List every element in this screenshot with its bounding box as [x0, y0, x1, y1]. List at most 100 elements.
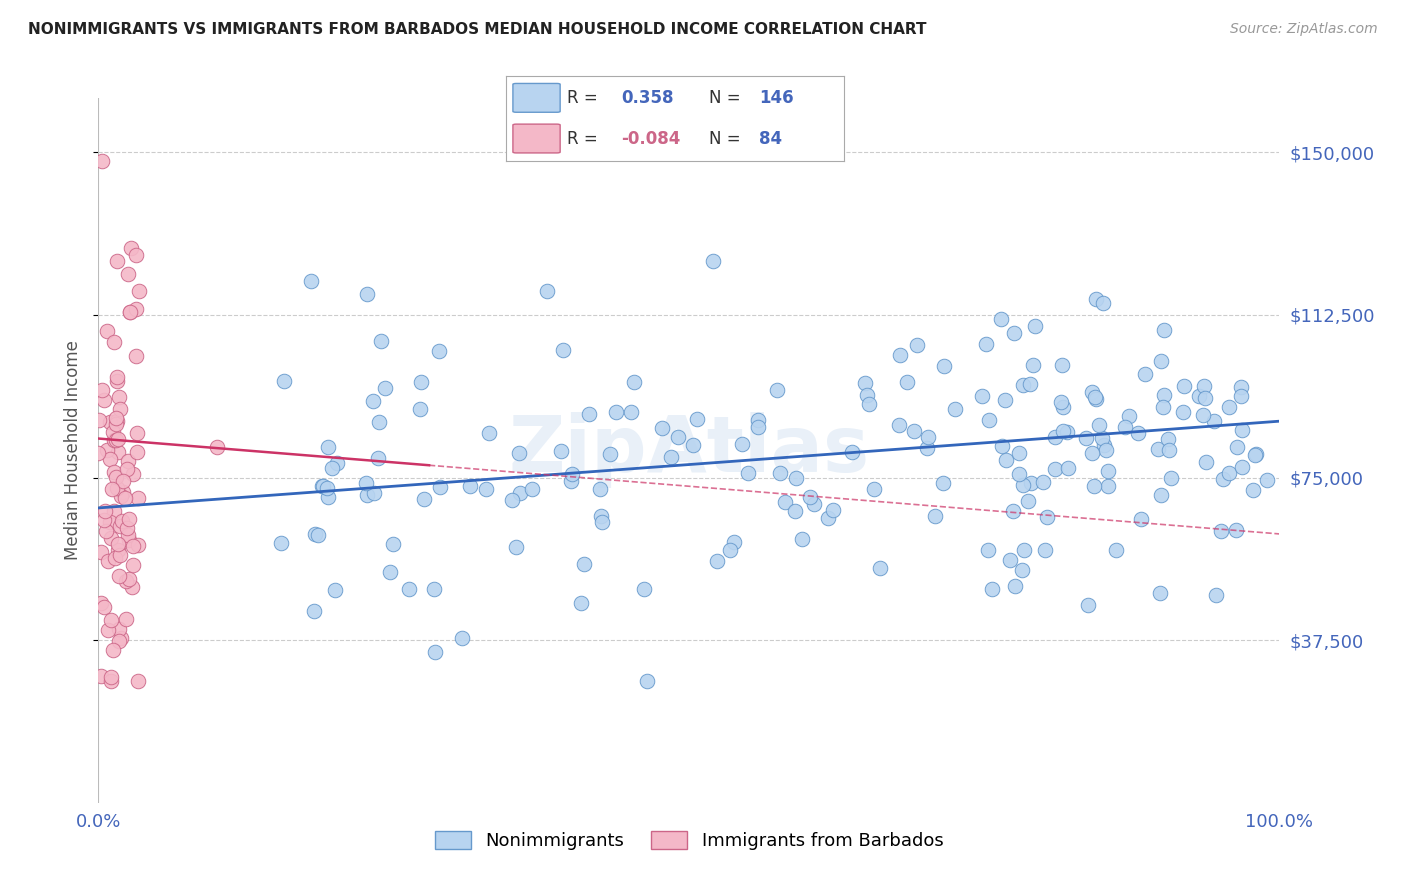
Point — [122, 467, 145, 482]
Point — [943, 401, 966, 416]
Point — [1218, 400, 1240, 414]
Point — [107, 537, 129, 551]
Point — [915, 441, 938, 455]
Point — [991, 438, 1014, 452]
Point — [354, 475, 377, 490]
Point — [765, 383, 787, 397]
Point — [889, 417, 911, 432]
Point — [100, 531, 122, 545]
Point — [686, 412, 709, 426]
Point — [100, 670, 122, 684]
Point — [97, 554, 120, 568]
Point — [101, 482, 124, 496]
Point — [1232, 423, 1254, 437]
Point — [1084, 390, 1107, 404]
Text: 84: 84 — [759, 129, 782, 147]
Point — [1246, 447, 1268, 461]
Point — [858, 397, 880, 411]
Point — [98, 452, 121, 467]
Point — [382, 537, 405, 551]
Point — [896, 375, 918, 389]
Point — [316, 481, 339, 495]
Point — [103, 504, 125, 518]
Point — [1149, 586, 1171, 600]
Point — [1173, 378, 1195, 392]
Point — [111, 475, 134, 489]
Point — [110, 631, 132, 645]
Point — [108, 623, 131, 637]
Point — [96, 442, 118, 457]
Point — [122, 558, 145, 572]
Point — [1081, 384, 1104, 399]
Point — [1226, 440, 1249, 454]
Point — [321, 461, 343, 475]
Point — [1094, 438, 1116, 452]
Point — [560, 474, 582, 488]
Point — [1097, 479, 1119, 493]
Point — [1008, 467, 1031, 481]
Text: N =: N = — [709, 129, 740, 147]
Point — [356, 488, 378, 502]
Point — [841, 445, 863, 459]
Legend: Nonimmigrants, Immigrants from Barbados: Nonimmigrants, Immigrants from Barbados — [427, 823, 950, 857]
Point — [105, 470, 128, 484]
Point — [589, 509, 612, 524]
Point — [1205, 588, 1227, 602]
Point — [1204, 414, 1226, 428]
Text: -0.084: -0.084 — [621, 129, 681, 147]
Point — [536, 284, 558, 298]
Point — [1095, 443, 1118, 458]
Point — [1105, 543, 1128, 558]
Point — [1194, 391, 1216, 405]
Point — [90, 545, 112, 559]
Point — [623, 376, 645, 390]
Point — [817, 511, 839, 525]
Point — [120, 305, 142, 319]
Point — [1188, 389, 1211, 403]
Point — [1081, 446, 1104, 460]
Point — [270, 535, 292, 549]
Point — [917, 430, 939, 444]
Point — [1209, 524, 1232, 538]
Point — [127, 444, 149, 458]
Point — [118, 572, 141, 586]
Point — [666, 429, 689, 443]
Point — [125, 301, 148, 316]
Point — [1195, 455, 1218, 469]
Point — [785, 504, 807, 518]
Point — [1153, 323, 1175, 337]
Point — [1074, 431, 1097, 445]
Point — [790, 532, 813, 546]
Point — [1002, 504, 1025, 518]
Point — [307, 528, 329, 542]
Point — [1012, 543, 1035, 558]
Point — [1241, 483, 1264, 497]
Point — [101, 425, 124, 439]
Point — [117, 454, 139, 468]
FancyBboxPatch shape — [513, 124, 560, 153]
Point — [1153, 388, 1175, 402]
Point — [620, 405, 643, 419]
Point — [821, 503, 844, 517]
Point — [107, 432, 129, 446]
Point — [803, 497, 825, 511]
Text: N =: N = — [709, 89, 740, 107]
Point — [363, 486, 385, 500]
Point — [125, 426, 148, 441]
Point — [863, 482, 886, 496]
Point — [273, 374, 295, 388]
Point — [981, 582, 1004, 597]
Point — [120, 305, 142, 319]
Point — [970, 389, 993, 403]
Point — [1157, 433, 1180, 447]
Point — [117, 267, 139, 281]
Point — [1129, 512, 1152, 526]
Point — [1056, 461, 1078, 475]
Point — [96, 325, 118, 339]
Point — [429, 480, 451, 494]
Point — [205, 440, 228, 454]
Point — [425, 645, 447, 659]
Point — [112, 484, 135, 499]
Point — [1114, 420, 1136, 434]
Text: R =: R = — [567, 129, 598, 147]
